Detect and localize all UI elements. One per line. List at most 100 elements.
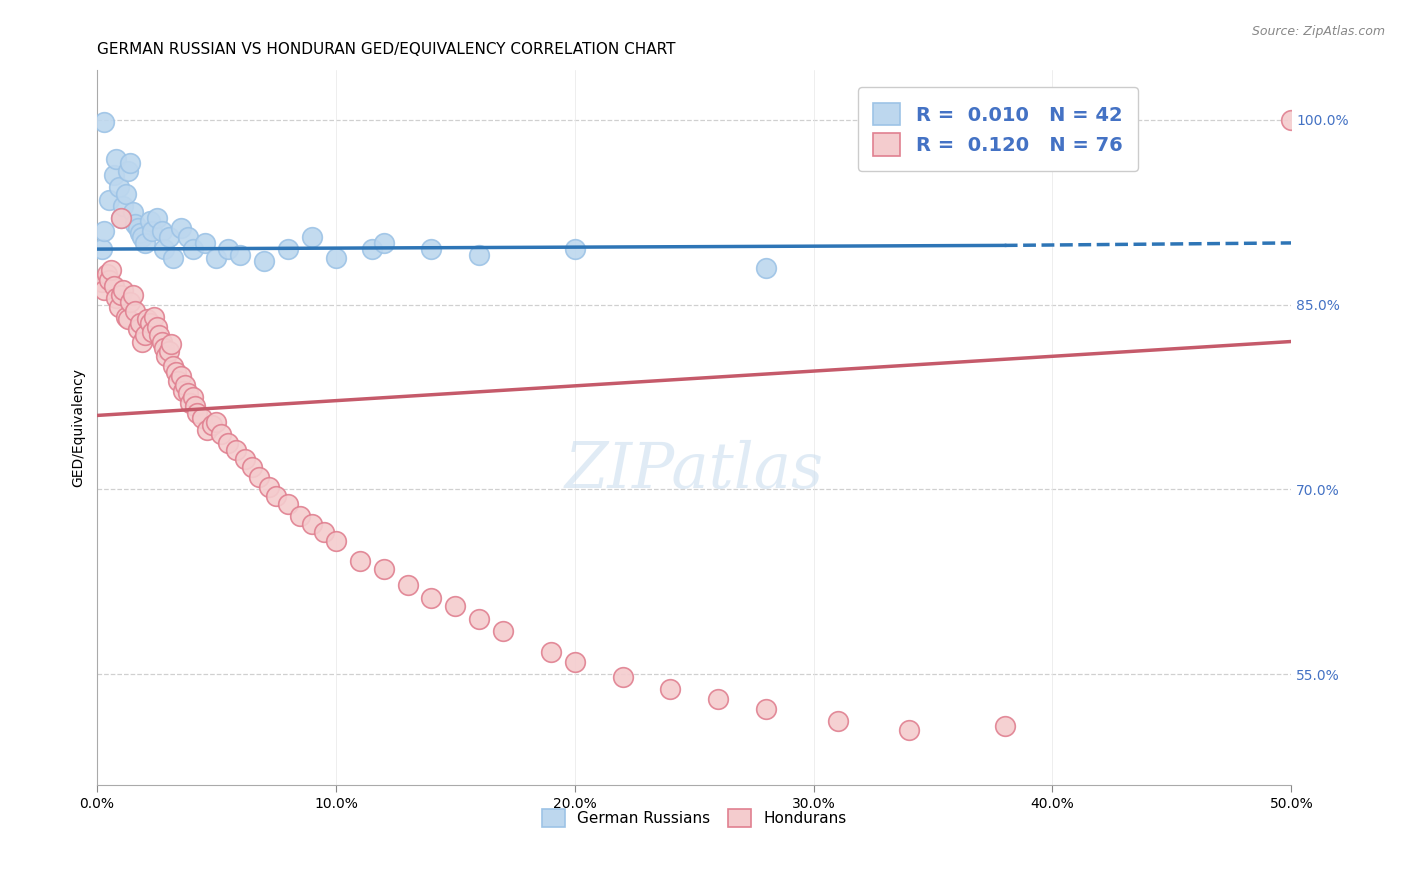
Point bbox=[181, 242, 204, 256]
Point bbox=[396, 578, 419, 592]
Point bbox=[100, 263, 122, 277]
Point bbox=[420, 591, 443, 605]
Point bbox=[659, 681, 682, 696]
Point bbox=[131, 334, 153, 349]
Point bbox=[217, 242, 239, 256]
Point bbox=[112, 199, 135, 213]
Point bbox=[233, 451, 256, 466]
Point bbox=[492, 624, 515, 638]
Point bbox=[325, 251, 347, 265]
Point bbox=[174, 377, 197, 392]
Point bbox=[325, 534, 347, 549]
Point bbox=[201, 418, 224, 433]
Point bbox=[153, 242, 176, 256]
Point bbox=[373, 235, 395, 250]
Point bbox=[181, 390, 204, 404]
Point bbox=[209, 426, 232, 441]
Point bbox=[225, 442, 247, 457]
Point bbox=[288, 509, 311, 524]
Point bbox=[127, 322, 149, 336]
Point bbox=[136, 312, 159, 326]
Point bbox=[96, 267, 118, 281]
Point bbox=[90, 276, 112, 290]
Point bbox=[898, 723, 921, 737]
Point bbox=[191, 410, 214, 425]
Point bbox=[179, 396, 201, 410]
Point bbox=[240, 460, 263, 475]
Point bbox=[373, 562, 395, 576]
Point bbox=[177, 386, 200, 401]
Point bbox=[157, 344, 180, 359]
Point bbox=[124, 303, 146, 318]
Point bbox=[131, 229, 153, 244]
Point bbox=[150, 224, 173, 238]
Point bbox=[90, 242, 112, 256]
Point bbox=[420, 242, 443, 256]
Point bbox=[93, 115, 115, 129]
Point bbox=[93, 224, 115, 238]
Point bbox=[107, 180, 129, 194]
Point bbox=[98, 193, 121, 207]
Point bbox=[165, 365, 187, 379]
Point bbox=[124, 218, 146, 232]
Text: ZIPatlas: ZIPatlas bbox=[565, 440, 824, 501]
Point bbox=[134, 235, 156, 250]
Point bbox=[143, 310, 166, 324]
Point bbox=[105, 152, 128, 166]
Point bbox=[107, 300, 129, 314]
Point bbox=[444, 599, 467, 614]
Point bbox=[468, 612, 491, 626]
Point bbox=[103, 168, 125, 182]
Point bbox=[177, 229, 200, 244]
Point bbox=[249, 470, 271, 484]
Point bbox=[257, 480, 280, 494]
Point bbox=[127, 221, 149, 235]
Point bbox=[117, 312, 139, 326]
Y-axis label: GED/Equivalency: GED/Equivalency bbox=[72, 368, 86, 487]
Point bbox=[114, 310, 136, 324]
Point bbox=[141, 325, 163, 339]
Point bbox=[157, 229, 180, 244]
Point bbox=[193, 235, 215, 250]
Legend: German Russians, Hondurans: German Russians, Hondurans bbox=[534, 802, 855, 835]
Point bbox=[195, 423, 218, 437]
Point bbox=[301, 516, 323, 531]
Point bbox=[253, 254, 276, 268]
Point bbox=[129, 226, 152, 240]
Point bbox=[150, 334, 173, 349]
Point bbox=[169, 369, 191, 384]
Point bbox=[360, 242, 382, 256]
Point bbox=[540, 645, 562, 659]
Point bbox=[122, 205, 145, 219]
Point bbox=[103, 279, 125, 293]
Point bbox=[301, 229, 323, 244]
Point bbox=[134, 328, 156, 343]
Point bbox=[349, 554, 371, 568]
Point bbox=[93, 283, 115, 297]
Point bbox=[141, 224, 163, 238]
Point bbox=[169, 221, 191, 235]
Point bbox=[564, 242, 586, 256]
Point bbox=[110, 211, 132, 226]
Point bbox=[468, 248, 491, 262]
Point bbox=[162, 251, 184, 265]
Point bbox=[1279, 112, 1302, 127]
Point bbox=[110, 211, 132, 226]
Point bbox=[138, 213, 160, 227]
Text: Source: ZipAtlas.com: Source: ZipAtlas.com bbox=[1251, 25, 1385, 38]
Point bbox=[994, 719, 1017, 733]
Point bbox=[120, 156, 142, 170]
Point bbox=[184, 399, 207, 413]
Point bbox=[120, 295, 142, 310]
Point bbox=[114, 186, 136, 201]
Point bbox=[105, 292, 128, 306]
Point bbox=[277, 242, 299, 256]
Point bbox=[827, 714, 849, 728]
Point bbox=[110, 287, 132, 301]
Point bbox=[145, 211, 167, 226]
Point bbox=[129, 316, 152, 330]
Point bbox=[98, 273, 121, 287]
Point bbox=[205, 251, 228, 265]
Point bbox=[167, 374, 190, 388]
Point bbox=[186, 406, 208, 420]
